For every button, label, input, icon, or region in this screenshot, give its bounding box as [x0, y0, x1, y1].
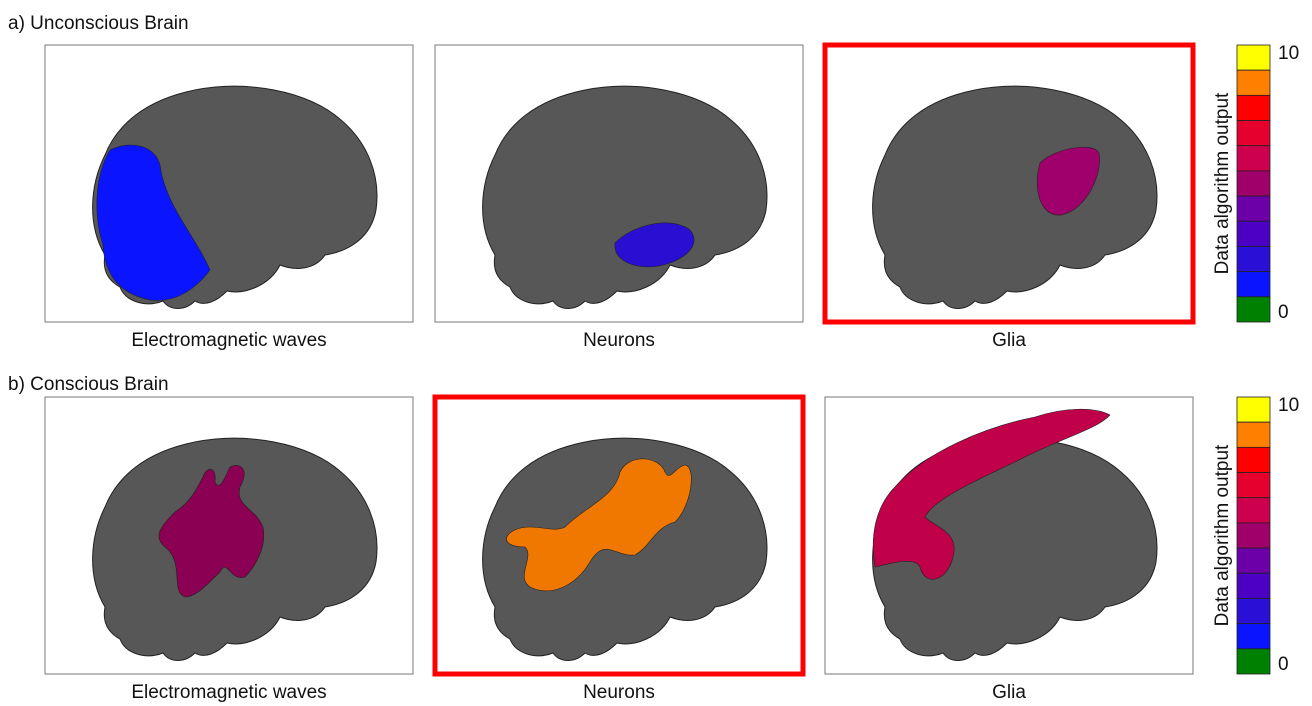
row-conscious: b) Conscious Brain Electromagnetic waves…	[8, 374, 1299, 703]
colorbar-label: Data algorithm output	[1212, 444, 1233, 626]
panel	[434, 44, 804, 323]
panel-label: Electromagnetic waves	[131, 682, 326, 703]
row-title: b) Conscious Brain	[8, 374, 169, 395]
colorbar-segment	[1236, 572, 1271, 599]
colorbar-segment	[1236, 296, 1271, 323]
active-region	[872, 408, 1111, 580]
colorbar-segment	[1236, 69, 1271, 96]
colorbar-segment	[1236, 170, 1271, 197]
colorbar-segment	[1236, 648, 1271, 675]
colorbar-segment	[1236, 522, 1271, 549]
panel-label: Neurons	[583, 682, 655, 703]
panel	[432, 394, 806, 677]
row-title: a) Unconscious Brain	[8, 13, 189, 34]
panel	[824, 396, 1194, 675]
colorbar-segment	[1236, 547, 1271, 574]
row-unconscious: a) Unconscious Brain Electromagnetic wav…	[8, 13, 1299, 351]
colorbar-segment	[1236, 421, 1271, 448]
colorbar-max: 10	[1278, 395, 1299, 416]
colorbar-segment	[1236, 472, 1271, 499]
colorbar-segment	[1236, 195, 1271, 222]
active-region	[158, 465, 265, 598]
panel	[822, 42, 1196, 325]
colorbar-segment	[1236, 598, 1271, 625]
active-region	[614, 222, 695, 268]
panel-label: Glia	[992, 682, 1026, 703]
colorbar-max: 10	[1278, 43, 1299, 64]
colorbar-segment	[1236, 446, 1271, 473]
active-region	[506, 458, 692, 592]
panel	[44, 44, 414, 323]
panel	[44, 396, 414, 675]
colorbar-segment	[1236, 120, 1271, 147]
colorbar-segment	[1236, 145, 1271, 172]
colorbar	[1236, 396, 1271, 675]
panel-label: Glia	[992, 330, 1026, 351]
active-region	[96, 144, 211, 301]
colorbar-segment	[1236, 271, 1271, 298]
active-region	[1036, 146, 1100, 216]
colorbar-label: Data algorithm output	[1212, 92, 1233, 274]
colorbar-segment	[1236, 94, 1271, 121]
colorbar	[1236, 44, 1271, 323]
colorbar-segment	[1236, 497, 1271, 524]
colorbar-segment	[1236, 246, 1271, 273]
colorbar-min: 0	[1278, 302, 1289, 323]
colorbar-segment	[1236, 44, 1271, 71]
colorbar-min: 0	[1278, 654, 1289, 675]
colorbar-segment	[1236, 396, 1271, 423]
colorbar-segment	[1236, 623, 1271, 650]
panel-label: Neurons	[583, 330, 655, 351]
panel-label: Electromagnetic waves	[131, 330, 326, 351]
colorbar-segment	[1236, 220, 1271, 247]
